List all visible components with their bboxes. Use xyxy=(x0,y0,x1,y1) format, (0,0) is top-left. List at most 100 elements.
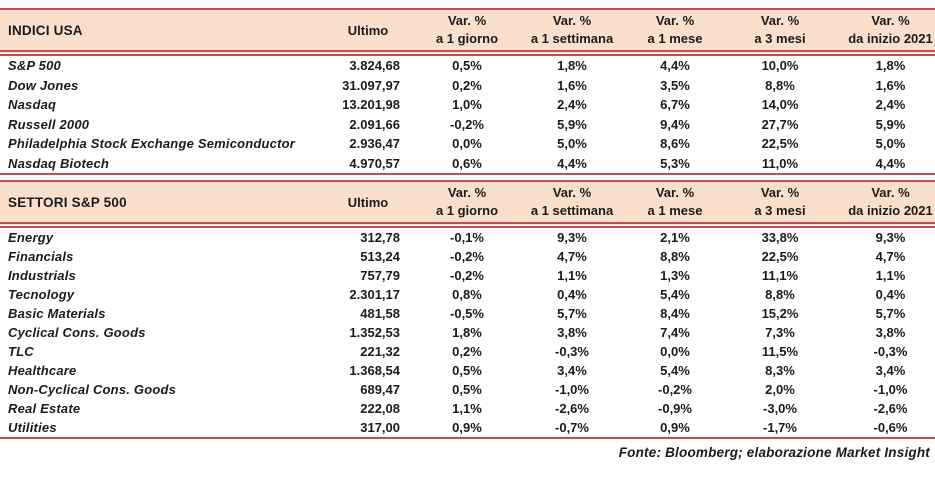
row-label: Nasdaq xyxy=(0,95,310,115)
var-value: 1,8% xyxy=(522,53,622,76)
var-value: -2,6% xyxy=(832,399,935,418)
column-header-var-inizio-2021: Var. % da inizio 2021 xyxy=(832,8,935,56)
var-value: -0,6% xyxy=(832,418,935,439)
var-value: 1,1% xyxy=(412,399,522,418)
row-label: Basic Materials xyxy=(0,304,310,323)
table-row: Healthcare 1.368,54 0,5% 3,4% 5,4% 8,3% 3,4% xyxy=(0,361,935,380)
column-header-var-1-mese: Var. % a 1 mese xyxy=(622,8,728,56)
var-value: 15,2% xyxy=(728,304,832,323)
report-sheet: INDICI USA Ultimo Var. % a 1 giorno Var.… xyxy=(0,8,935,481)
var-value: 5,0% xyxy=(832,134,935,154)
var-value: 11,5% xyxy=(728,342,832,361)
table-title: SETTORI S&P 500 xyxy=(0,180,310,228)
var-value: 1,6% xyxy=(832,75,935,95)
row-label: Healthcare xyxy=(0,361,310,380)
var-value: -1,7% xyxy=(728,418,832,439)
var-value: -0,2% xyxy=(412,247,522,266)
var-value: 9,3% xyxy=(832,225,935,247)
table-row: Tecnology 2.301,17 0,8% 0,4% 5,4% 8,8% 0,4% xyxy=(0,285,935,304)
var-value: 3,4% xyxy=(832,361,935,380)
var-value: -0,2% xyxy=(412,114,522,134)
var-value: -0,9% xyxy=(622,399,728,418)
table-row: Real Estate 222,08 1,1% -2,6% -0,9% -3,0% -2,6… xyxy=(0,399,935,418)
ultimo-value: 1.368,54 xyxy=(310,361,412,380)
var-value: -0,2% xyxy=(412,266,522,285)
var-value: -1,0% xyxy=(522,380,622,399)
row-label: Financials xyxy=(0,247,310,266)
var-value: 8,8% xyxy=(728,75,832,95)
table-row: Utilities 317,00 0,9% -0,7% 0,9% -1,7% -0,6% xyxy=(0,418,935,439)
column-header-var-1-giorno: Var. % a 1 giorno xyxy=(412,180,522,228)
var-value: 0,4% xyxy=(522,285,622,304)
var-value: 8,6% xyxy=(622,134,728,154)
row-label: Tecnology xyxy=(0,285,310,304)
var-value: 0,6% xyxy=(412,153,522,175)
table-row: Industrials 757,79 -0,2% 1,1% 1,3% 11,1% 1,1% xyxy=(0,266,935,285)
indici-usa-section: INDICI USA Ultimo Var. % a 1 giorno Var.… xyxy=(0,8,935,175)
ultimo-value: 4.970,57 xyxy=(310,153,412,175)
var-value: 2,4% xyxy=(832,95,935,115)
var-value: 1,0% xyxy=(412,95,522,115)
ultimo-value: 13.201,98 xyxy=(310,95,412,115)
var-value: 11,1% xyxy=(728,266,832,285)
var-value: -0,7% xyxy=(522,418,622,439)
var-value: 0,9% xyxy=(412,418,522,439)
var-value: 10,0% xyxy=(728,53,832,76)
var-value: 27,7% xyxy=(728,114,832,134)
source-note: Fonte: Bloomberg; elaborazione Market In… xyxy=(618,445,930,460)
var-value: 0,2% xyxy=(412,342,522,361)
row-label: Industrials xyxy=(0,266,310,285)
var-value: 0,2% xyxy=(412,75,522,95)
var-value: 22,5% xyxy=(728,134,832,154)
row-label: S&P 500 xyxy=(0,53,310,76)
var-value: 4,7% xyxy=(522,247,622,266)
ultimo-value: 757,79 xyxy=(310,266,412,285)
row-label: Russell 2000 xyxy=(0,114,310,134)
var-value: 5,9% xyxy=(522,114,622,134)
var-value: 7,4% xyxy=(622,323,728,342)
var-value: 0,0% xyxy=(412,134,522,154)
table-row: Dow Jones 31.097,97 0,2% 1,6% 3,5% 8,8% 1,6% xyxy=(0,75,935,95)
ultimo-value: 2.936,47 xyxy=(310,134,412,154)
var-value: 8,8% xyxy=(728,285,832,304)
ultimo-value: 689,47 xyxy=(310,380,412,399)
ultimo-value: 3.824,68 xyxy=(310,53,412,76)
table-header-row: INDICI USA Ultimo Var. % a 1 giorno Var.… xyxy=(0,8,935,56)
var-value: 4,4% xyxy=(522,153,622,175)
var-value: -0,2% xyxy=(622,380,728,399)
var-value: 0,4% xyxy=(832,285,935,304)
table-row: Philadelphia Stock Exchange Semiconducto… xyxy=(0,134,935,154)
table-row: Financials 513,24 -0,2% 4,7% 8,8% 22,5% 4,7% xyxy=(0,247,935,266)
column-header-ultimo: Ultimo xyxy=(310,8,412,56)
var-value: 0,8% xyxy=(412,285,522,304)
ultimo-value: 1.352,53 xyxy=(310,323,412,342)
ultimo-value: 222,08 xyxy=(310,399,412,418)
ultimo-value: 2.091,66 xyxy=(310,114,412,134)
var-value: 3,4% xyxy=(522,361,622,380)
var-value: -0,1% xyxy=(412,225,522,247)
table-row: Energy 312,78 -0,1% 9,3% 2,1% 33,8% 9,3% xyxy=(0,225,935,247)
table-header-row: SETTORI S&P 500 Ultimo Var. % a 1 giorno… xyxy=(0,180,935,228)
table-row: Nasdaq 13.201,98 1,0% 2,4% 6,7% 14,0% 2,4% xyxy=(0,95,935,115)
column-header-ultimo: Ultimo xyxy=(310,180,412,228)
table-row: Basic Materials 481,58 -0,5% 5,7% 8,4% 15,2% 5… xyxy=(0,304,935,323)
var-value: 3,8% xyxy=(832,323,935,342)
var-value: 3,5% xyxy=(622,75,728,95)
ultimo-value: 312,78 xyxy=(310,225,412,247)
var-value: 0,9% xyxy=(622,418,728,439)
var-value: -1,0% xyxy=(832,380,935,399)
column-header-var-1-settimana: Var. % a 1 settimana xyxy=(522,8,622,56)
var-value: 5,0% xyxy=(522,134,622,154)
var-value: 2,0% xyxy=(728,380,832,399)
var-value: 1,8% xyxy=(412,323,522,342)
var-value: -3,0% xyxy=(728,399,832,418)
table-row: Russell 2000 2.091,66 -0,2% 5,9% 9,4% 27,7% 5,… xyxy=(0,114,935,134)
var-value: 5,4% xyxy=(622,361,728,380)
var-value: 9,3% xyxy=(522,225,622,247)
var-value: 1,3% xyxy=(622,266,728,285)
var-value: 5,4% xyxy=(622,285,728,304)
var-value: 4,4% xyxy=(832,153,935,175)
var-value: -0,3% xyxy=(832,342,935,361)
row-label: Philadelphia Stock Exchange Semiconducto… xyxy=(0,134,310,154)
var-value: 2,4% xyxy=(522,95,622,115)
